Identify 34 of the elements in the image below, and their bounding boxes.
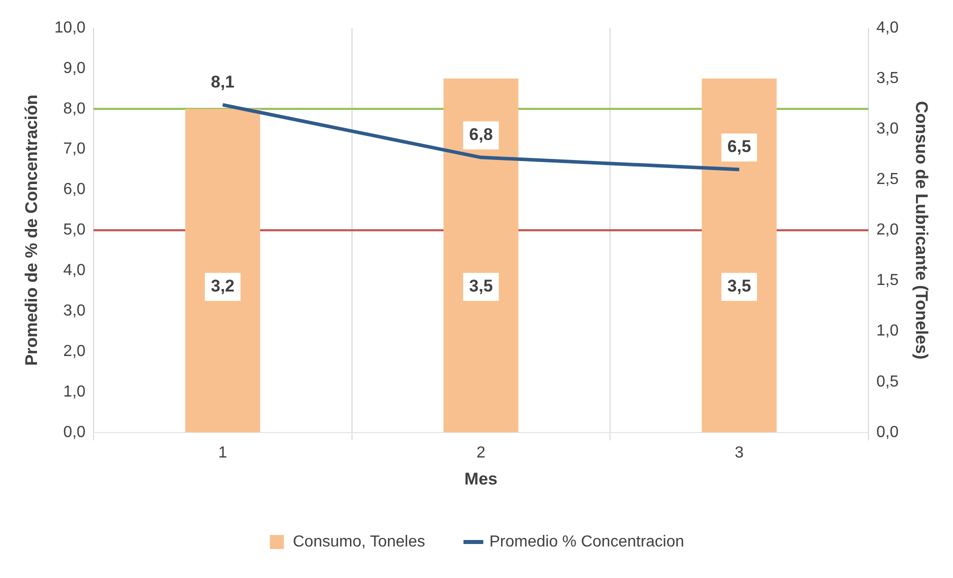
- x-tick-label: 3: [734, 444, 744, 462]
- y2-tick-label: 1,0: [876, 322, 899, 340]
- y-tick-label: 4,0: [63, 262, 86, 280]
- y2-axis-title: Consuo de Lubricante (Toneles): [912, 100, 932, 360]
- y-tick-label: 6,0: [63, 181, 86, 198]
- x-tick-label: 1: [218, 444, 228, 462]
- x-tick-label: 2: [476, 444, 486, 462]
- y-tick-label: 3,0: [63, 302, 86, 320]
- data-label: 3,5: [727, 276, 752, 296]
- data-label: 6,5: [727, 137, 752, 156]
- data-label: 8,1: [210, 72, 234, 92]
- y2-tick-label: 1,5: [876, 272, 899, 290]
- y-tick-label: 2,0: [63, 342, 86, 360]
- y-tick-label: 7,0: [63, 140, 86, 158]
- y2-tick-label: 0,5: [876, 373, 899, 390]
- y2-tick-label: 3,0: [876, 120, 899, 138]
- y-tick-label: 8,0: [63, 100, 86, 118]
- data-label: 3,2: [210, 276, 234, 296]
- y-tick-label: 0,0: [63, 424, 86, 441]
- y2-tick-label: 2,0: [876, 222, 899, 239]
- legend-label: Consumo, Toneles: [292, 533, 426, 550]
- data-label: 6,8: [469, 125, 493, 144]
- y-tick-label: 1,0: [63, 383, 86, 400]
- y2-tick-label: 4,0: [876, 19, 899, 36]
- y-tick-label: 9,0: [63, 60, 86, 77]
- x-axis-title: Mes: [464, 469, 498, 488]
- y2-tick-label: 2,5: [876, 171, 899, 188]
- y2-tick-label: 3,5: [876, 70, 899, 87]
- y-tick-label: 10,0: [54, 19, 86, 36]
- y2-tick-label: 0,0: [876, 424, 899, 441]
- y-axis-title: Promedio de % de Concentración: [22, 94, 41, 366]
- y-tick-label: 5,0: [63, 222, 86, 239]
- data-label: 3,5: [469, 276, 493, 296]
- legend-label: Promedio % Concentracion: [489, 533, 684, 550]
